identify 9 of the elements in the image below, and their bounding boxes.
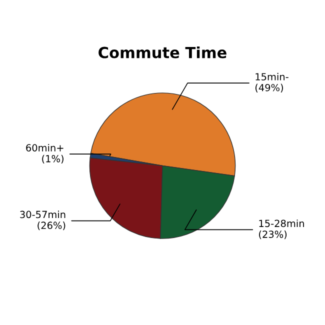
data-label: (1%) bbox=[42, 154, 64, 164]
data-label: (49%) bbox=[255, 84, 283, 92]
data-label: (23%) bbox=[259, 230, 287, 240]
slice-label: 30-57min bbox=[20, 210, 66, 218]
slice-label: 60min+ bbox=[26, 144, 64, 152]
slice-label: 15-28min bbox=[259, 220, 304, 228]
data-label: (26%) bbox=[38, 222, 66, 230]
slice-label: 15min- bbox=[256, 72, 288, 80]
chart-title: Commute Time bbox=[98, 46, 226, 58]
